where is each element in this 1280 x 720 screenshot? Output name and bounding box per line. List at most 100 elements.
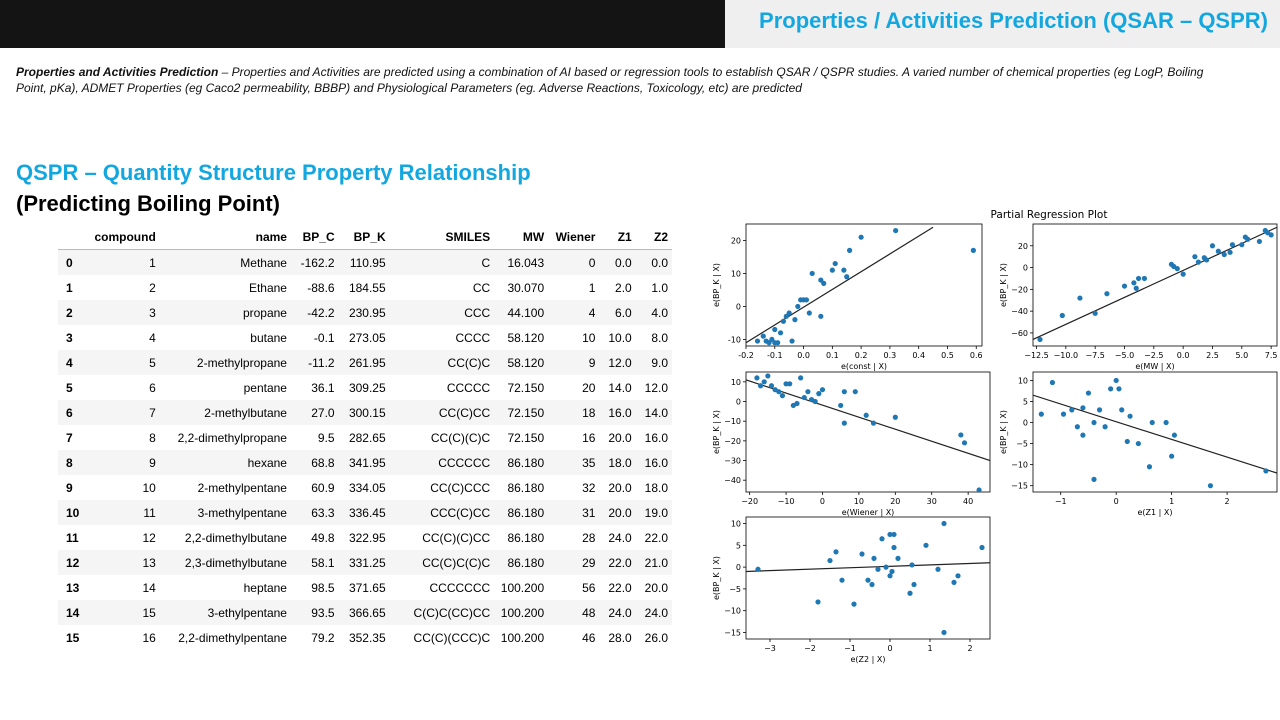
data-point (958, 432, 964, 438)
plot-area (1033, 377, 1277, 489)
data-point (1091, 476, 1097, 482)
plot-frame (1032, 223, 1278, 347)
section-subheading: (Predicting Boiling Point) (16, 191, 280, 216)
data-point (1049, 379, 1056, 386)
table-cell: 29 (582, 555, 596, 570)
x-tick-label: 1 (1169, 497, 1174, 506)
table-cell: 2,3-dimethylbutane (184, 555, 287, 570)
table-cell: 309.25 (348, 380, 386, 395)
header-dark-band (0, 0, 725, 48)
data-point (772, 326, 778, 333)
table-row: 5 6 pentane 36.1 309.25 CCCCC 72.150 20 14.0 12.0 (58, 375, 672, 400)
x-tick-label: 30 (927, 497, 937, 506)
row-index: 1 (66, 280, 73, 295)
data-point (1169, 453, 1175, 459)
section-heading: QSPR – Quantity Structure Property Relat… (16, 160, 531, 185)
y-tick-label: −20 (724, 437, 741, 446)
data-point (1080, 432, 1086, 438)
data-point (951, 579, 957, 585)
data-point (821, 280, 827, 286)
table-cell: 261.95 (348, 355, 386, 370)
data-point (1092, 310, 1098, 316)
table-row: 2 3 propane -42.2 230.95 CCC 44.100 4 6.0 4.0 (58, 300, 672, 325)
table-cell: 100.200 (500, 630, 545, 645)
table-row: 7 8 2,2-dimethylpropane 9.5 282.65 CC(C)(C)C 7… (58, 425, 672, 450)
table-cell: 14.0 (644, 405, 668, 420)
plot-frame (745, 371, 991, 493)
data-point (889, 568, 895, 575)
x-tick-label: 2.5 (1206, 351, 1219, 360)
table-cell: 341.95 (348, 455, 386, 470)
x-axis-label: e(const | X) (841, 362, 887, 371)
x-tick-label: 0.5 (941, 351, 954, 360)
table-cell: 16 (582, 430, 596, 445)
data-point (805, 389, 811, 395)
data-point (887, 531, 893, 538)
row-index: 7 (66, 430, 73, 445)
table-cell: C(C)C(CC)CC (413, 605, 491, 620)
x-tick-label: 0.0 (797, 351, 810, 360)
table-cell: 18.0 (608, 455, 632, 470)
row-index: 13 (66, 580, 80, 595)
data-point (1104, 291, 1110, 297)
row-index: 3 (66, 330, 73, 345)
data-point (786, 310, 792, 316)
table-cell: 58.120 (507, 330, 545, 345)
table-cell: 79.2 (311, 630, 335, 645)
x-tick-label: 0.0 (1177, 351, 1190, 360)
x-tick-label: -0.1 (767, 351, 783, 360)
table-row: 10 11 3-methylpentane 63.3 336.45 CCC(C)CC 86.… (58, 500, 672, 525)
table-cell: hexane (247, 455, 287, 470)
table-cell: 6.0 (615, 305, 632, 320)
data-point (775, 340, 781, 346)
data-point (1121, 283, 1128, 289)
fit-line (746, 379, 990, 462)
table-cell: CCC (464, 305, 491, 320)
data-point (1180, 271, 1186, 277)
data-point (792, 317, 798, 323)
x-tick-label: −5.0 (1115, 351, 1134, 360)
row-index: 4 (66, 355, 73, 370)
table-cell: CC(C)C(C)C (422, 555, 491, 570)
y-tick-label: −20 (1011, 285, 1028, 294)
table-cell: 4 (149, 330, 156, 345)
data-point (777, 330, 784, 336)
data-point (1141, 275, 1148, 282)
data-point (911, 581, 917, 588)
x-tick-label: 20 (890, 497, 900, 506)
data-point (1069, 407, 1075, 413)
y-tick-label: 0 (736, 563, 741, 572)
data-point (1080, 405, 1086, 411)
data-point (979, 544, 985, 551)
data-point (1116, 386, 1122, 392)
data-point (832, 260, 838, 267)
y-tick-label: 5 (1023, 397, 1028, 406)
x-tick-label: 10 (854, 497, 864, 506)
data-point (1127, 413, 1133, 419)
data-point (887, 573, 893, 579)
table-cell: 2-methylbutane (204, 405, 287, 420)
data-point (806, 310, 812, 316)
table-cell: 18 (582, 405, 596, 420)
data-point (1059, 312, 1065, 319)
row-index: 15 (66, 630, 80, 645)
plot-area (746, 373, 990, 492)
data-point (895, 555, 901, 561)
data-point (754, 375, 760, 381)
data-point (1239, 242, 1245, 248)
table-cell: 20 (582, 380, 596, 395)
table-cell: butane (250, 330, 287, 345)
data-point (1077, 295, 1083, 301)
plot-frame (745, 223, 983, 347)
data-point (1192, 254, 1198, 260)
table-cell: 24.0 (608, 530, 632, 545)
table-cell: 9.0 (651, 355, 668, 370)
table-cell: CCCCCC (438, 455, 491, 470)
table-cell: CC(C)CCC (430, 480, 491, 495)
table-cell: 2 (149, 280, 156, 295)
data-point (815, 599, 821, 605)
table-cell: heptane (243, 580, 287, 595)
data-point (883, 564, 889, 570)
x-tick-label: 0.3 (884, 351, 897, 360)
table-cell: 86.180 (507, 505, 545, 520)
